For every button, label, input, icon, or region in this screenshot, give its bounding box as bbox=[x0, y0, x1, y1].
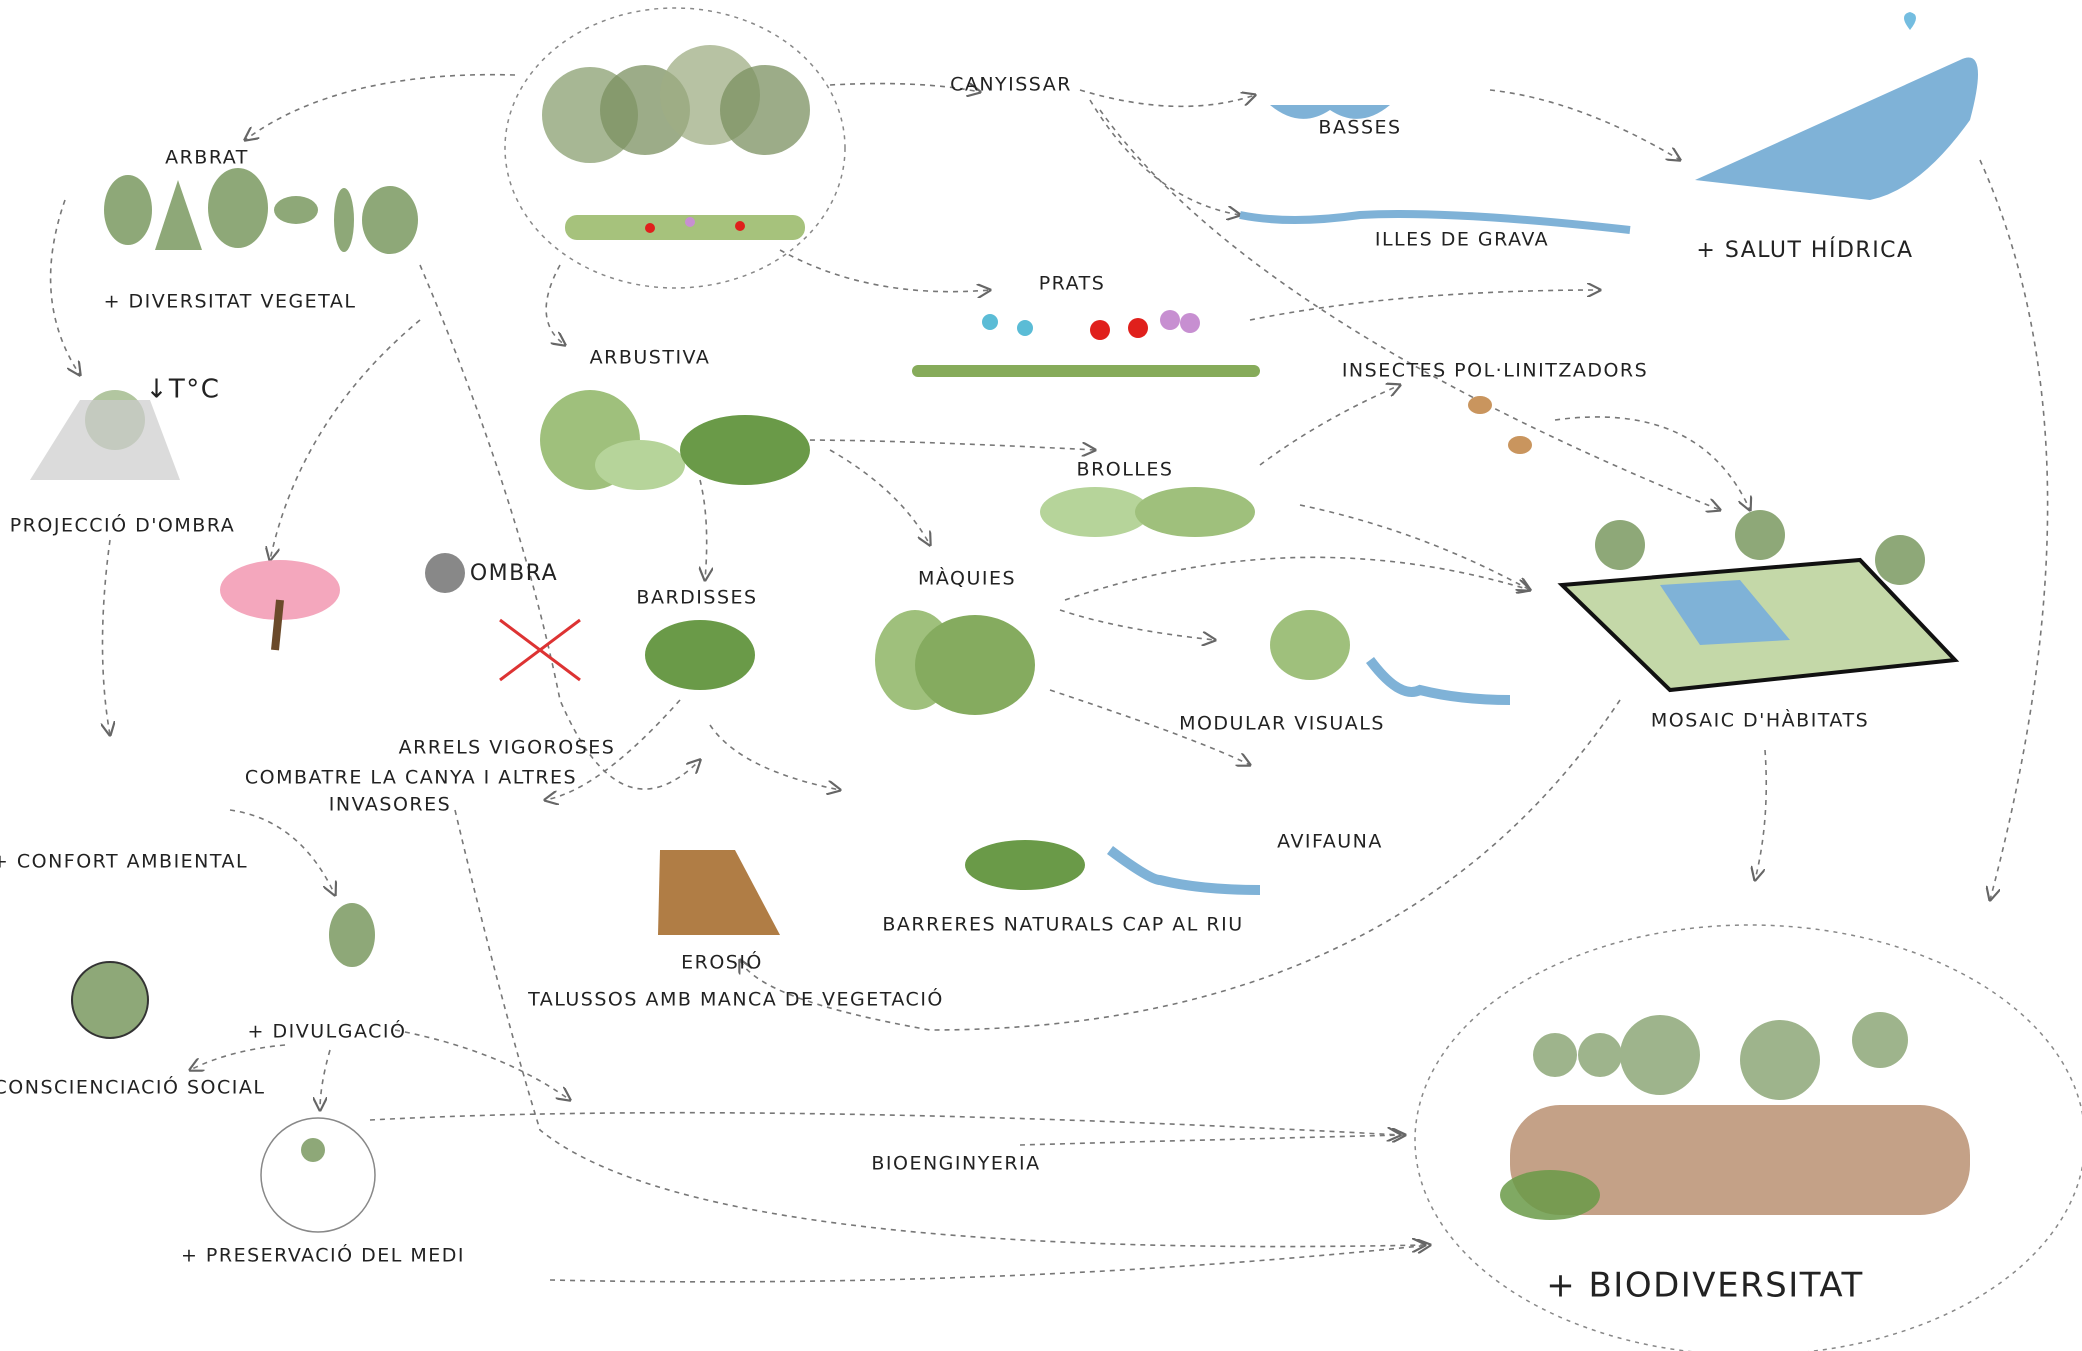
node-label: ARBUSTIVA bbox=[590, 347, 711, 369]
node-label: TALUSSOS AMB MANCA DE VEGETACIÓ bbox=[527, 987, 944, 1011]
illustrations bbox=[30, 7, 2082, 1351]
node-label: BIOENGINYERIA bbox=[871, 1153, 1040, 1175]
node-label: COMBATRE LA CANYA I ALTRES bbox=[245, 767, 577, 789]
node-label: ILLES DE GRAVA bbox=[1375, 229, 1549, 251]
node-label: ARRELS VIGOROSES bbox=[399, 737, 616, 759]
node-label: + SALUT HÍDRICA bbox=[1696, 237, 1913, 263]
node-label: BARDISSES bbox=[636, 587, 757, 609]
arrows bbox=[49, 73, 2049, 1283]
node-label: + BIODIVERSITAT bbox=[1546, 1266, 1864, 1306]
node-label: INSECTES POL·LINITZADORS bbox=[1342, 360, 1648, 382]
node-label: MODULAR VISUALS bbox=[1179, 713, 1385, 735]
node-label: ↓T°C bbox=[146, 375, 221, 405]
node-label: + DIVULGACIÓ bbox=[248, 1019, 407, 1043]
node-label: + CONFORT AMBIENTAL bbox=[0, 851, 248, 873]
node-label: + CONSCIENCIACIÓ SOCIAL bbox=[0, 1075, 265, 1099]
node-label: ARBRAT bbox=[165, 147, 249, 169]
labels: ARBRAT + DIVERSITAT VEGETAL ↓T°C + PROJE… bbox=[0, 74, 1913, 1306]
node-label: BARRERES NATURALS CAP AL RIU bbox=[882, 914, 1243, 936]
node-label: MÀQUIES bbox=[918, 567, 1016, 590]
node-label: BROLLES bbox=[1077, 459, 1174, 481]
node-label: + PROJECCIÓ D'OMBRA bbox=[0, 513, 235, 537]
node-label: OMBRA bbox=[470, 561, 558, 586]
node-label: CANYISSAR bbox=[950, 74, 1072, 96]
node-label: + DIVERSITAT VEGETAL bbox=[104, 291, 357, 313]
node-label: AVIFAUNA bbox=[1277, 831, 1383, 853]
node-label: EROSIÓ bbox=[681, 950, 763, 974]
node-label: PRATS bbox=[1039, 273, 1106, 295]
node-label: INVASORES bbox=[329, 794, 451, 816]
node-label: MOSAIC D'HÀBITATS bbox=[1651, 709, 1869, 732]
node-label: BASSES bbox=[1318, 117, 1401, 139]
node-label: + PRESERVACIÓ DEL MEDI bbox=[181, 1243, 465, 1267]
